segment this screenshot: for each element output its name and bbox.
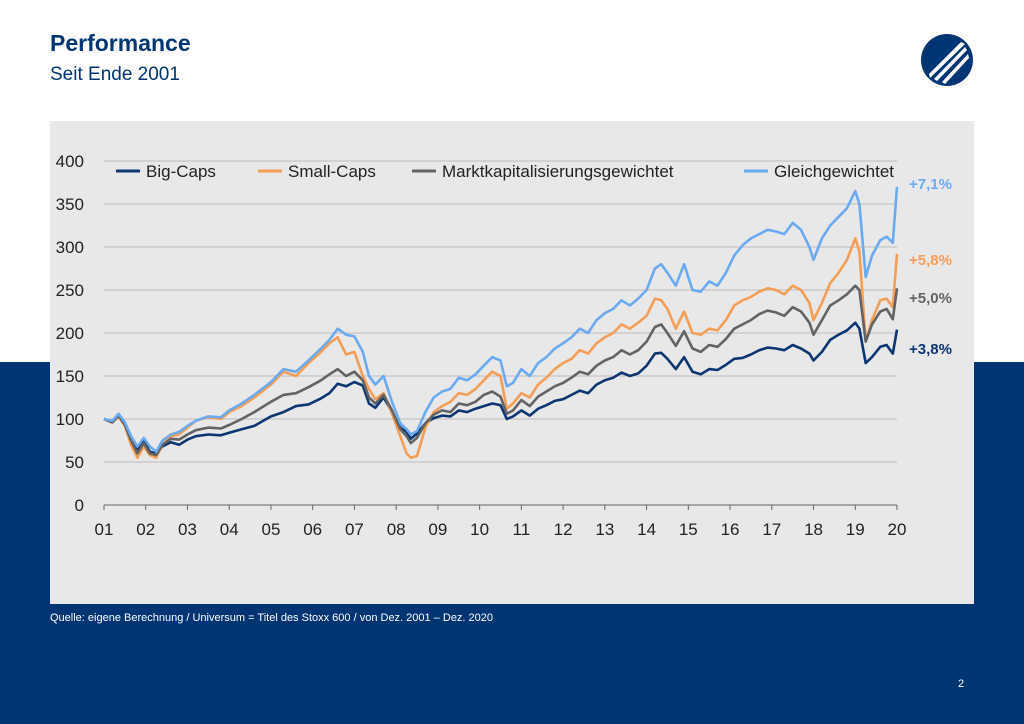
x-tick-label: 12 — [554, 520, 573, 539]
chart-end-labels: +7,1% +5,8% +5,0% +3,8% — [909, 176, 952, 358]
x-tick-label: 20 — [888, 520, 907, 539]
y-tick-label: 150 — [56, 367, 84, 386]
x-tick-label: 18 — [804, 520, 823, 539]
legend-label: Small-Caps — [288, 162, 376, 181]
end-value-label: +3,8% — [909, 341, 952, 358]
x-tick-label: 16 — [721, 520, 740, 539]
x-tick-label: 13 — [595, 520, 614, 539]
chart-legend: Big-Caps Small-Caps Marktkapitalisierungsg… — [116, 162, 894, 181]
y-tick-label: 250 — [56, 281, 84, 300]
x-tick-label: 05 — [261, 520, 280, 539]
legend-label: Big-Caps — [146, 162, 216, 181]
y-tick-label: 300 — [56, 238, 84, 257]
x-tick-label: 01 — [95, 520, 114, 539]
chart-axes: 0 50 100 150 200 250 300 350 400 01 02 03 04 05 06 07 08… — [56, 152, 907, 539]
x-tick-label: 03 — [178, 520, 197, 539]
performance-line-chart: 0 50 100 150 200 250 300 350 400 01 02 03 04 05 06 07 08… — [56, 152, 952, 539]
x-tick-label: 11 — [513, 520, 531, 539]
series-line-0 — [103, 321, 899, 455]
series-line-1 — [103, 237, 899, 459]
x-tick-label: 07 — [345, 520, 364, 539]
page-subtitle: Seit Ende 2001 — [50, 64, 180, 85]
x-tick-label: 15 — [679, 520, 698, 539]
x-tick-label: 17 — [762, 520, 781, 539]
page-title: Performance — [50, 30, 191, 56]
page-number: 2 — [958, 678, 965, 690]
company-logo-icon — [921, 34, 973, 86]
x-tick-label: 02 — [136, 520, 155, 539]
series-line-3 — [103, 186, 899, 453]
x-tick-label: 19 — [846, 520, 865, 539]
y-tick-label: 50 — [65, 453, 84, 472]
legend-label: Gleichgewichtet — [774, 162, 894, 181]
legend-label: Marktkapitalisierungsgewichtet — [442, 162, 674, 181]
y-tick-label: 200 — [56, 324, 84, 343]
x-tick-label: 08 — [387, 520, 406, 539]
y-tick-label: 400 — [56, 152, 84, 171]
y-tick-label: 350 — [56, 195, 84, 214]
x-tick-label: 09 — [428, 520, 447, 539]
y-tick-label: 0 — [75, 496, 84, 515]
chart-series — [103, 186, 899, 459]
end-value-label: +7,1% — [909, 176, 952, 193]
x-tick-label: 14 — [637, 520, 656, 539]
x-tick-label: 06 — [303, 520, 322, 539]
x-tick-label: 10 — [470, 520, 489, 539]
end-value-label: +5,0% — [909, 290, 952, 307]
source-note: Quelle: eigene Berechnung / Universum = … — [50, 612, 494, 624]
chart-panel — [50, 121, 974, 604]
y-tick-label: 100 — [56, 410, 84, 429]
end-value-label: +5,8% — [909, 252, 952, 269]
series-line-2 — [103, 284, 899, 457]
x-tick-label: 04 — [220, 520, 239, 539]
